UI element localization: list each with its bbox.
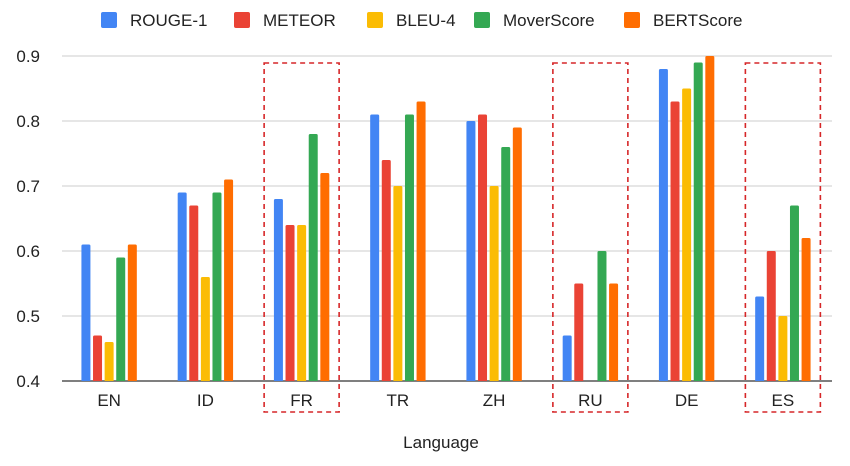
highlight-box [552,62,629,413]
bar [416,101,426,381]
bar [466,121,476,381]
bar [370,114,380,381]
bar [189,205,199,381]
x-tick-label: EN [97,391,121,410]
x-tick-label: ES [772,391,795,410]
bar [597,251,607,381]
bar [512,127,522,381]
bar [766,251,776,381]
bar-series-group [81,56,811,381]
bar [81,244,91,381]
y-tick-label: 0.5 [16,307,40,326]
y-tick-label: 0.7 [16,177,40,196]
legend-label: MoverScore [503,11,595,30]
bar [212,192,222,381]
legend-swatch [101,12,117,28]
x-axis-title: Language [403,433,479,452]
y-tick-label: 0.6 [16,242,40,261]
bar [778,316,788,381]
chart-legend: ROUGE-1 METEOR BLEU-4 MoverScore BERTScore [101,11,742,30]
bar [670,101,680,381]
bar [562,335,572,381]
highlight-box [263,62,340,413]
bar [705,56,715,381]
bar [789,205,799,381]
bar [658,69,668,381]
bar [501,147,511,381]
y-tick-label: 0.8 [16,112,40,131]
x-axis-tick-labels: EN ID FR TR ZH RU DE ES [97,391,794,410]
bar [224,179,234,381]
x-tick-label: FR [290,391,313,410]
y-tick-label: 0.9 [16,47,40,66]
x-tick-label: RU [578,391,603,410]
bar [200,277,210,381]
bar [381,160,391,381]
legend-label: BLEU-4 [396,11,456,30]
bar [755,296,765,381]
x-tick-label: TR [387,391,410,410]
bar [693,62,703,381]
x-tick-label: DE [675,391,699,410]
legend-label: METEOR [263,11,336,30]
legend-label: ROUGE-1 [130,11,207,30]
bar [104,342,114,381]
bar [393,186,403,381]
highlight-boxes [263,62,822,413]
bar [801,238,811,381]
legend-swatch [474,12,490,28]
bar [297,225,307,381]
bar [116,257,126,381]
bar [574,283,584,381]
y-gridlines [62,55,832,382]
bar [177,192,187,381]
bar [682,88,692,381]
x-tick-label: ID [197,391,214,410]
bar [93,335,103,381]
legend-swatch [367,12,383,28]
bar [285,225,295,381]
bar [489,186,499,381]
legend-swatch [624,12,640,28]
bar [478,114,488,381]
bar [273,199,283,381]
bar [127,244,137,381]
bar [609,283,619,381]
bar [320,173,330,381]
highlight-box [744,62,822,413]
x-tick-label: ZH [483,391,506,410]
y-tick-label: 0.4 [16,372,40,391]
bar [404,114,414,381]
bar [308,134,318,381]
legend-label: BERTScore [653,11,742,30]
y-axis-tick-labels: 0.4 0.5 0.6 0.7 0.8 0.9 [16,47,40,391]
legend-swatch [234,12,250,28]
